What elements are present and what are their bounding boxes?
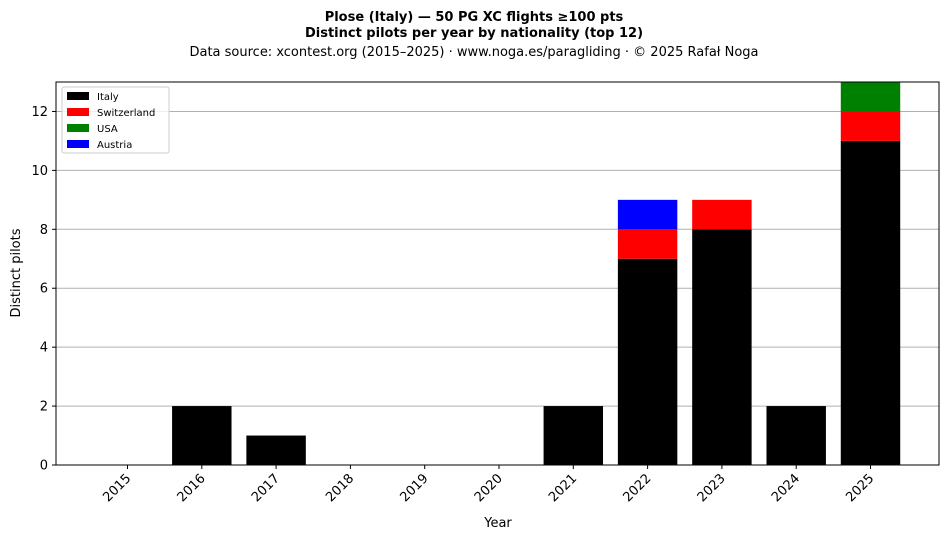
x-tick-label: 2023 <box>695 471 729 505</box>
legend-label-austria: Austria <box>97 140 132 151</box>
y-tick-label: 2 <box>40 400 48 415</box>
bar-segment-italy-2022 <box>617 258 678 465</box>
y-tick-label: 10 <box>31 164 48 179</box>
x-tick-label: 2019 <box>398 471 432 505</box>
legend-swatch-austria <box>67 140 89 148</box>
y-axis-label: Distinct pilots <box>9 228 24 317</box>
x-axis: 2015 2016 2017 2018 2019 2020 2021 2022 2023 2024… <box>100 465 877 505</box>
legend-swatch-italy <box>67 92 89 100</box>
chart-title: Plose (Italy) — 50 PG XC flights ≥100 pt… <box>325 10 624 25</box>
x-tick-label: 2017 <box>249 471 283 505</box>
x-axis-label: Year <box>483 516 512 531</box>
bar-segment-austria-2022 <box>617 199 678 230</box>
bar-segment-usa-2025 <box>840 82 901 112</box>
legend-swatch-switzerland <box>67 108 89 116</box>
bar-segment-switzerland-2023 <box>692 199 752 230</box>
y-tick-label: 0 <box>40 459 48 474</box>
y-tick-label: 6 <box>40 282 48 297</box>
plot-frame <box>55 81 940 466</box>
legend-swatch-usa <box>67 124 89 132</box>
legend-label-italy: Italy <box>97 92 119 103</box>
x-tick-label: 2024 <box>769 471 803 505</box>
x-tick-label: 2021 <box>546 471 580 505</box>
x-tick-label: 2020 <box>472 471 506 505</box>
chart-source: Data source: xcontest.org (2015–2025) · … <box>189 45 758 60</box>
bar-segment-italy-2021 <box>543 406 604 465</box>
y-axis: 0 2 4 6 8 10 12 <box>31 105 56 474</box>
bar-segment-switzerland-2022 <box>617 229 678 259</box>
bars <box>172 82 901 465</box>
x-tick-label: 2015 <box>100 471 134 505</box>
bar-segment-switzerland-2025 <box>840 111 901 141</box>
y-tick-label: 12 <box>31 105 48 120</box>
bar-segment-italy-2023 <box>692 229 752 465</box>
bar-segment-italy-2017 <box>246 435 306 465</box>
grid-lines <box>56 110 939 407</box>
bar-segment-italy-2016 <box>172 406 232 465</box>
y-tick-label: 8 <box>40 223 48 238</box>
x-tick-label: 2022 <box>620 471 654 505</box>
bar-segment-italy-2025 <box>840 140 901 465</box>
legend: Italy Switzerland USA Austria <box>61 86 170 154</box>
chart-subtitle: Distinct pilots per year by nationality … <box>305 26 643 41</box>
x-tick-label: 2018 <box>323 471 357 505</box>
legend-box <box>61 86 170 154</box>
x-tick-label: 2016 <box>175 471 209 505</box>
x-tick-label: 2025 <box>843 471 877 505</box>
bar-segment-italy-2024 <box>766 406 826 465</box>
legend-label-usa: USA <box>97 124 118 135</box>
legend-label-switzerland: Switzerland <box>97 108 155 119</box>
y-tick-label: 4 <box>40 341 48 356</box>
